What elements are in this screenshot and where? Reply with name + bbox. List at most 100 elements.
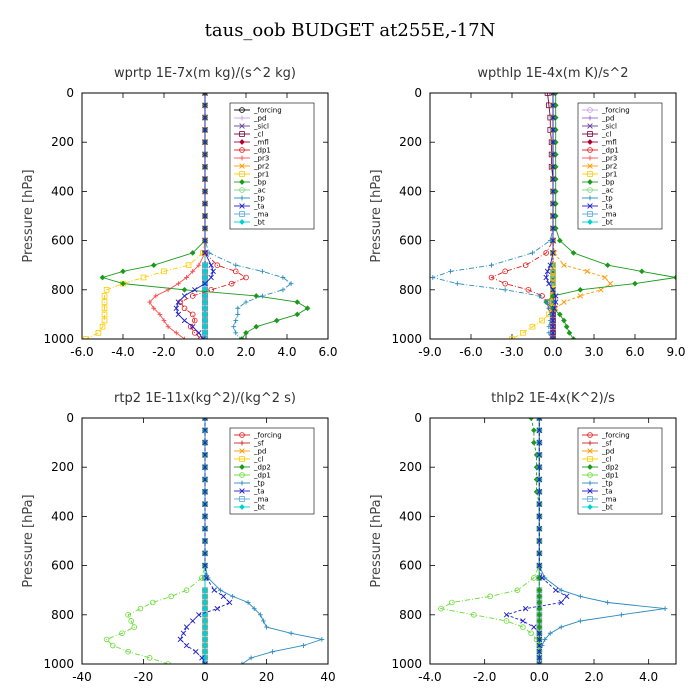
data-point	[553, 587, 559, 593]
legend-marker	[587, 432, 593, 438]
x-tick-label: 0.0	[195, 345, 214, 359]
data-point	[536, 476, 543, 483]
x-tick-label: 4.0	[277, 345, 296, 359]
data-point	[120, 280, 126, 287]
legend-label: _dp2	[601, 464, 619, 472]
y-tick-label: 400	[399, 184, 422, 198]
data-point	[202, 648, 208, 655]
legend-label: _ma	[253, 211, 269, 219]
x-tick-label: -6.0	[70, 345, 93, 359]
y-tick-label: 1000	[391, 657, 422, 671]
data-point	[253, 323, 260, 330]
data-point	[550, 268, 556, 275]
data-point	[550, 188, 556, 195]
data-point	[237, 336, 243, 339]
x-tick-label: -6.0	[459, 345, 482, 359]
data-point	[199, 655, 205, 661]
data-point	[489, 262, 494, 268]
data-point	[536, 464, 543, 470]
legend-label: _tp	[601, 195, 613, 203]
data-point	[177, 636, 184, 643]
data-point	[175, 281, 181, 287]
series-line-dp1	[439, 418, 540, 664]
data-point	[220, 593, 227, 600]
series-line-tp	[431, 93, 554, 339]
legend-marker	[587, 171, 593, 177]
y-tick-label: 200	[399, 460, 422, 474]
legend-marker	[239, 496, 245, 502]
data-point	[558, 624, 564, 630]
data-point	[539, 643, 545, 648]
x-tick-label: 2.0	[236, 345, 255, 359]
legend: _forcing_sf_pd_cl_dp2_dp1_tp_ta_ma_bt	[229, 427, 315, 515]
legend-label: _bt	[253, 219, 265, 227]
data-point	[570, 250, 577, 256]
data-point	[520, 618, 526, 624]
data-point	[525, 286, 532, 293]
legend: _forcing_pd_sicl_cl_mfl_dp1_pr3_pr2_pr1_…	[577, 102, 663, 230]
legend-label: _cl	[601, 131, 611, 139]
data-point	[173, 305, 180, 311]
legend-marker	[239, 115, 245, 121]
data-point	[161, 268, 167, 275]
x-tick-label: 0.0	[530, 670, 549, 684]
data-point	[103, 286, 110, 293]
data-point	[577, 286, 584, 293]
data-point	[101, 305, 108, 312]
y-tick-label: 600	[399, 559, 422, 573]
data-point	[536, 599, 543, 606]
data-point	[551, 305, 558, 311]
data-point	[536, 293, 542, 299]
plot-frame	[429, 417, 677, 665]
legend-label: _pd	[253, 448, 266, 456]
legend-label: _bt	[601, 219, 613, 227]
data-point	[202, 489, 208, 495]
data-point	[558, 599, 564, 606]
data-point	[547, 336, 553, 339]
data-point	[189, 311, 196, 318]
panel-title: wprtp 1E-7x(m kg)/(s^2 kg)	[114, 66, 296, 81]
data-point	[228, 280, 235, 287]
data-point	[208, 262, 214, 268]
data-point	[185, 262, 192, 268]
panel-title: thlp2 1E-4x(K^2)/s	[491, 391, 615, 406]
legend-label: _mfl	[601, 139, 617, 147]
data-point	[520, 624, 526, 630]
data-point	[202, 501, 208, 507]
y-tick-label: 200	[51, 135, 74, 149]
data-point	[502, 268, 508, 275]
y-tick-label: 800	[51, 283, 74, 297]
data-point	[280, 287, 286, 293]
legend-label: _sf	[601, 440, 612, 448]
data-point	[202, 200, 208, 207]
data-point	[542, 575, 548, 581]
legend-label: _ta	[253, 203, 265, 211]
legend-marker	[239, 211, 245, 217]
data-point	[101, 317, 108, 324]
legend-label: _ta	[601, 203, 613, 211]
legend-label: _sicl	[253, 123, 269, 131]
legend-marker	[587, 480, 593, 486]
legend-marker	[587, 187, 593, 193]
data-point	[539, 575, 545, 581]
data-point	[550, 93, 556, 96]
data-point	[566, 330, 573, 336]
data-point	[553, 293, 559, 299]
data-point	[536, 439, 543, 446]
data-point	[99, 274, 106, 281]
data-point	[196, 262, 202, 268]
data-point	[280, 275, 286, 280]
data-point	[202, 630, 208, 637]
data-point	[570, 336, 577, 339]
data-point	[546, 330, 552, 336]
data-point	[202, 618, 208, 624]
data-point	[182, 336, 187, 339]
legend-marker	[239, 456, 245, 462]
data-point	[233, 330, 239, 336]
data-point	[550, 250, 556, 256]
data-point	[550, 213, 556, 219]
data-point	[202, 464, 208, 470]
legend-marker	[239, 219, 245, 225]
data-point	[536, 624, 543, 630]
data-point	[181, 305, 188, 312]
